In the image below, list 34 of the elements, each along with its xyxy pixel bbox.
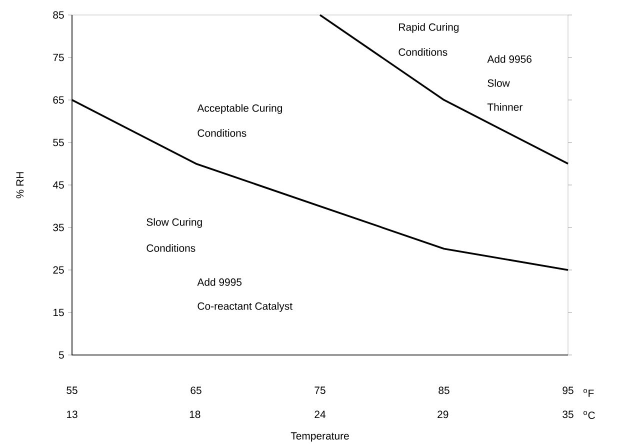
x-axis-title: Temperature [290, 432, 349, 442]
annotation: Thinner [487, 103, 522, 111]
y-axis-title: % RH [16, 172, 24, 198]
y-tick-label: 5 [58, 351, 64, 359]
text: $^{o}$C [584, 410, 595, 419]
annotation: Add 9956 [487, 55, 532, 63]
x2-tick-label: 13 [66, 410, 78, 418]
y-tick-label: 75 [53, 54, 64, 62]
annotation: Acceptable Curing [197, 104, 282, 114]
annotation: Rapid Curing [399, 23, 459, 33]
x2-tick-label: 29 [438, 410, 448, 418]
annotation: Conditions [146, 244, 196, 252]
x-tick-label: 65 [190, 386, 202, 394]
y-tick-label: 45 [52, 181, 64, 189]
x-tick-label: 55 [66, 386, 78, 394]
x-tick-label: 95 [562, 386, 574, 394]
annotation: Add 9995 [197, 278, 242, 286]
annotation: Slow [488, 79, 510, 87]
annotation: Conditions [198, 129, 246, 137]
y-tick-label: 15 [53, 308, 64, 316]
x2-tick-label: 18 [190, 410, 200, 418]
annotation: Slow Curing [146, 218, 202, 228]
x-tick-label: 75 [314, 386, 326, 394]
y-tick-label: 35 [53, 224, 64, 232]
y-tick-label: 85 [53, 11, 64, 19]
annotation: Conditions [398, 48, 448, 56]
annotation: Co-reactant Catalyst [198, 302, 292, 312]
y-tick-label: 55 [53, 138, 64, 146]
x2-tick-label: 35 [562, 410, 574, 418]
x2-tick-label: 24 [314, 410, 326, 418]
y-tick-label: 65 [53, 96, 64, 104]
text: $^{o}$F [584, 389, 594, 397]
y-tick-label: 25 [53, 266, 64, 274]
x-tick-label: 85 [438, 386, 450, 394]
